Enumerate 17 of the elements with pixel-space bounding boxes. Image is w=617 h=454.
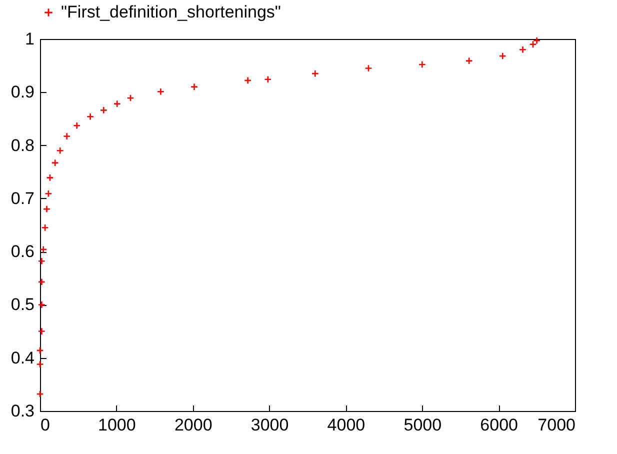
y-tick-label: 0.9 [10, 82, 34, 102]
y-tick-label: 0.3 [10, 402, 34, 420]
y-tick-label: 0.5 [10, 295, 34, 314]
y-tick-label: 1 [25, 30, 34, 48]
x-tick-label: 1000 [98, 416, 136, 434]
y-tick-label: 0.6 [10, 242, 34, 262]
legend-label: "First_definition_shortenings" [61, 2, 281, 22]
x-tick-label: 4000 [327, 416, 366, 434]
x-tick-label: 5000 [404, 416, 442, 434]
y-tick-label: 0.8 [10, 136, 34, 155]
x-tick-label: 6000 [480, 416, 518, 434]
x-tick-label: 2000 [174, 416, 212, 434]
y-tick-label: 0.4 [10, 348, 34, 368]
y-tick-label: 0.7 [10, 188, 34, 208]
x-tick-label: 3000 [250, 416, 289, 434]
x-tick-label: 0 [40, 416, 50, 434]
x-tick-label: 7000 [538, 416, 576, 434]
